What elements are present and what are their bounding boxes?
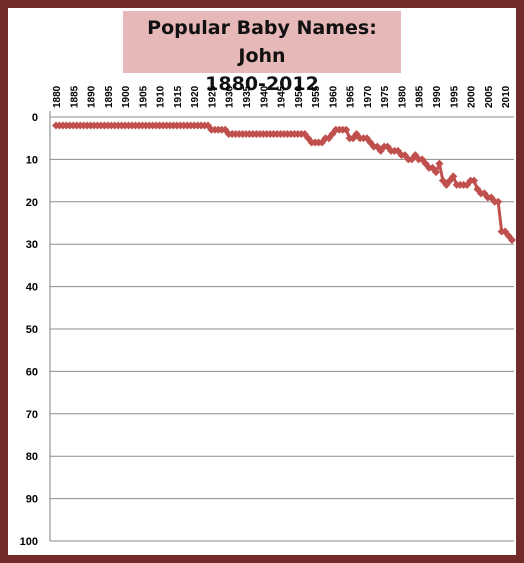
x-tick-label-1945: 1945	[277, 85, 288, 108]
y-tick-labels: 0 10 20 30 40 50 60 70 80 90 100	[20, 112, 38, 548]
x-tick-label-1965: 1965	[346, 85, 357, 108]
y-tick-label-10: 10	[26, 154, 38, 166]
y-tick-label-90: 90	[26, 494, 38, 506]
x-tick-label-1880: 1880	[52, 85, 63, 108]
x-tick-label-1940: 1940	[259, 85, 270, 108]
x-tick-label-2000: 2000	[467, 85, 478, 108]
y-tick-label-40: 40	[26, 282, 38, 294]
data-point-1995	[449, 172, 458, 181]
x-tick-label-1910: 1910	[156, 85, 167, 108]
chart-title-box: Popular Baby Names: John 1880-2012	[123, 11, 401, 95]
y-tick-label-100: 100	[20, 536, 38, 548]
data-point-2011	[504, 231, 513, 240]
chart-title: Popular Baby Names: John	[147, 17, 377, 67]
data-point-2001	[470, 176, 478, 185]
x-tick-label-1935: 1935	[242, 85, 253, 108]
x-tick-labels: 1880 1885 1890 1895 1900 1905 1910 1915 1920 1925…	[52, 85, 512, 108]
data-point-1990	[432, 168, 440, 177]
x-tick-label-1960: 1960	[328, 85, 339, 108]
x-tick-label-1930: 1930	[225, 85, 236, 108]
x-tick-label-1920: 1920	[190, 85, 201, 108]
x-tick-label-1995: 1995	[449, 85, 460, 108]
x-tick-label-1915: 1915	[173, 85, 184, 108]
x-tick-label-1970: 1970	[363, 85, 374, 108]
data-point-2012	[508, 235, 516, 244]
x-tick-label-1950: 1950	[294, 85, 305, 108]
data-point-1964	[342, 125, 351, 134]
x-tick-label-1895: 1895	[104, 85, 115, 108]
y-tick-label-20: 20	[26, 197, 38, 209]
y-tick-label-30: 30	[26, 239, 38, 251]
x-tick-label-1985: 1985	[415, 85, 426, 108]
y-tick-label-60: 60	[26, 366, 38, 378]
x-tick-label-1975: 1975	[380, 85, 391, 108]
data-point-2008	[494, 197, 503, 206]
x-tick-label-2010: 2010	[501, 85, 512, 108]
x-tick-label-1925: 1925	[207, 85, 218, 108]
x-tick-label-1955: 1955	[311, 85, 322, 108]
y-tick-label-80: 80	[26, 451, 38, 463]
y-tick-label-50: 50	[26, 324, 38, 336]
x-tick-label-2005: 2005	[484, 85, 495, 108]
x-tick-label-1900: 1900	[121, 85, 132, 108]
y-tick-label-0: 0	[32, 112, 38, 124]
gridlines	[49, 111, 514, 542]
x-tick-label-1980: 1980	[397, 85, 408, 108]
y-tick-label-70: 70	[26, 409, 38, 421]
series-john-rank	[52, 121, 516, 244]
x-tick-label-1890: 1890	[87, 85, 98, 108]
data-point-1991	[435, 159, 444, 168]
x-tick-label-1905: 1905	[138, 85, 149, 108]
x-tick-label-1990: 1990	[432, 85, 443, 108]
chart-subtitle: 1880-2012	[205, 73, 319, 95]
x-tick-label-1885: 1885	[69, 85, 80, 108]
